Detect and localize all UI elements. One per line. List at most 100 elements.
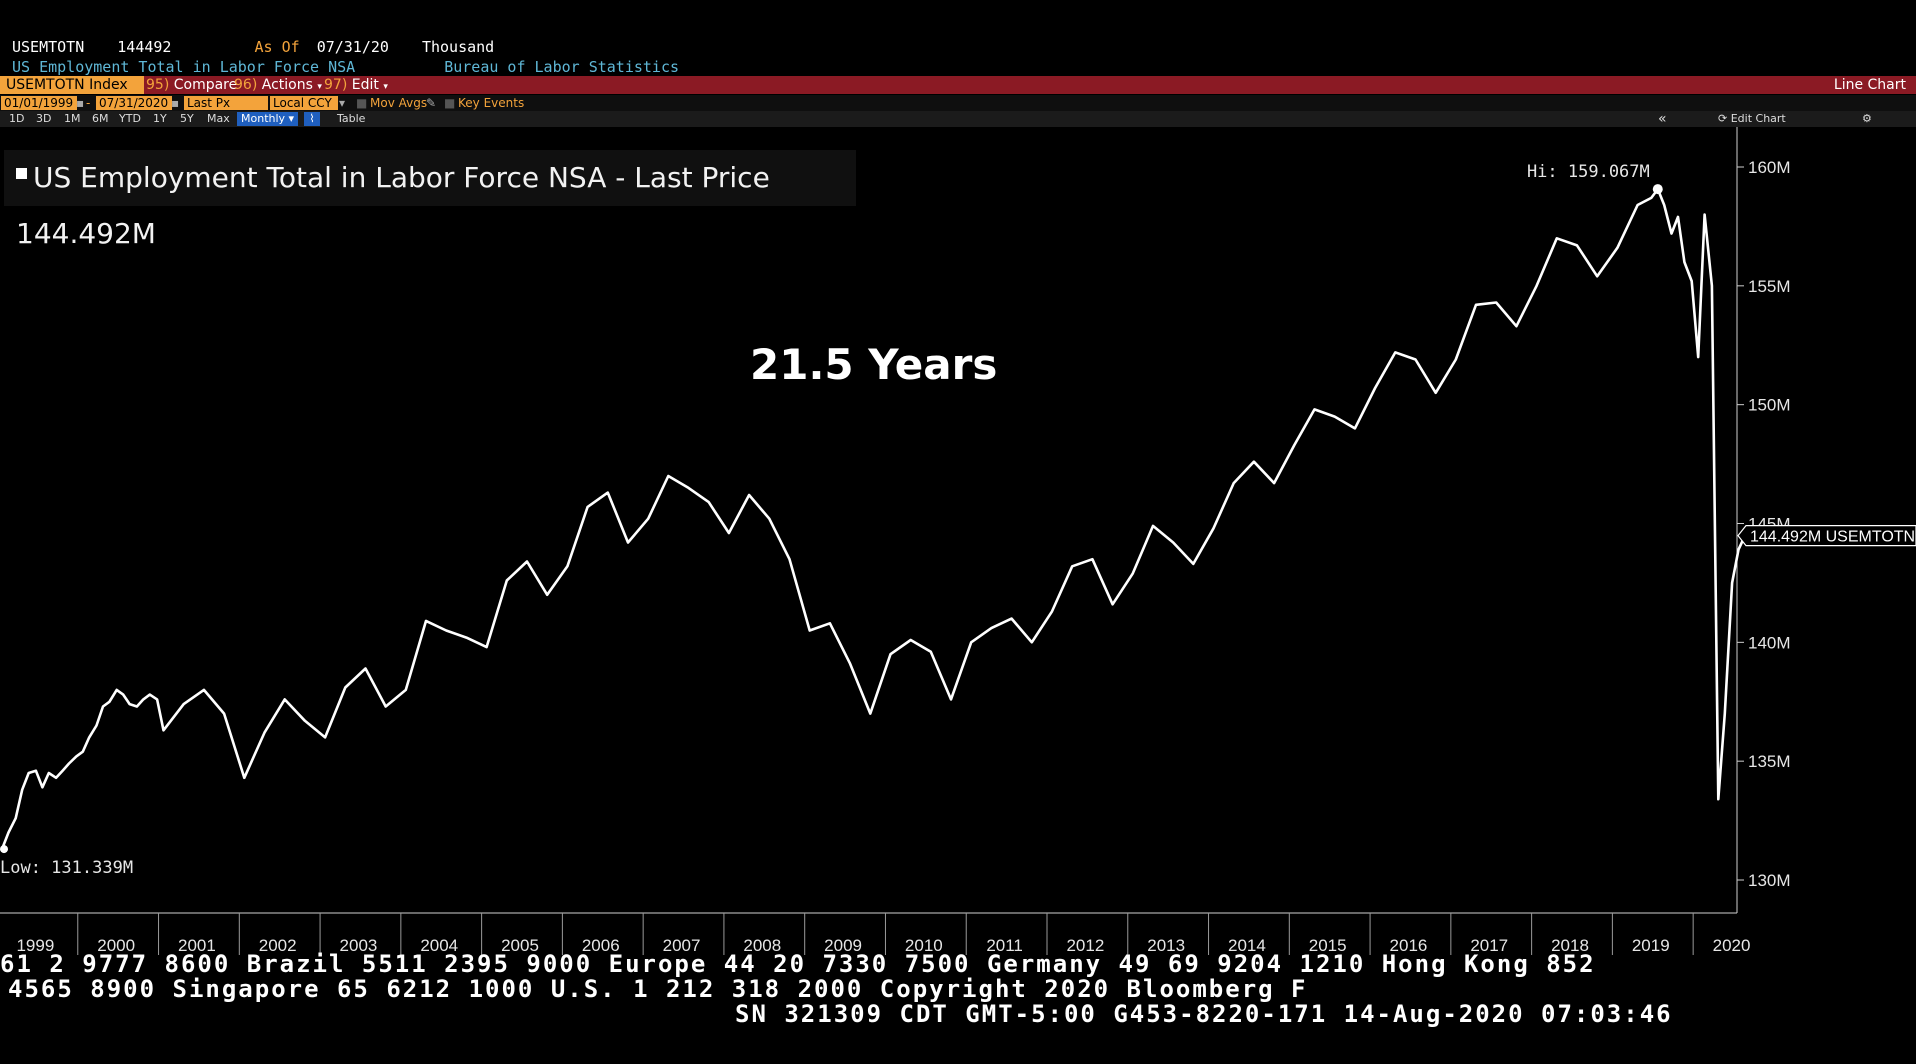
edit-chart-label: Edit Chart bbox=[1730, 112, 1786, 125]
x-axis: 1999 2000 2001 2002 2003 2004 2005 2006 2007 2008… bbox=[16, 913, 1750, 955]
edit-chart-button[interactable]: ⟳ Edit Chart bbox=[1718, 112, 1786, 126]
calendar-icon[interactable]: ▪ bbox=[171, 96, 180, 110]
data-source: Bureau of Labor Statistics bbox=[444, 58, 680, 76]
chevron-down-icon: ▾ bbox=[317, 82, 322, 92]
x-tick-label: 2012 bbox=[1066, 936, 1104, 955]
footer-line-2: 4565 8900 Singapore 65 6212 1000 U.S. 1 … bbox=[8, 975, 1308, 1003]
low-marker bbox=[0, 845, 8, 854]
checkbox-icon[interactable]: ■ bbox=[444, 96, 456, 110]
legend-value: 144.492M bbox=[16, 217, 156, 250]
view-name: Line Chart bbox=[1833, 77, 1906, 93]
x-tick-label: 2007 bbox=[663, 936, 701, 955]
refresh-icon: ⟳ bbox=[1718, 112, 1728, 125]
x-tick-label: 2008 bbox=[743, 936, 781, 955]
last-price-label: 144.492M USEMTOTN bbox=[1750, 529, 1915, 546]
footer-line-3: SN 321309 CDT GMT-5:00 G453-8220-171 14-… bbox=[735, 1000, 1673, 1028]
date-separator: - bbox=[86, 96, 91, 110]
edit-label: Edit bbox=[351, 77, 379, 93]
end-date-input[interactable]: 07/31/2020 bbox=[96, 96, 172, 110]
line-chart: 1999 2000 2001 2002 2003 2004 2005 2006 2007 2008… bbox=[0, 127, 1916, 955]
chart-type-icon[interactable]: ⌇ bbox=[304, 112, 320, 126]
y-tick-label: 150M bbox=[1748, 396, 1791, 415]
x-tick-label: 2017 bbox=[1470, 936, 1508, 955]
x-tick-label: 2003 bbox=[340, 936, 378, 955]
actions-button[interactable]: 96) Actions ▾ bbox=[234, 76, 322, 94]
x-tick-label: 2020 bbox=[1713, 936, 1751, 955]
frequency-label: Monthly bbox=[241, 112, 286, 125]
chart-annotation: 21.5 Years bbox=[750, 340, 998, 389]
security-field[interactable]: USEMTOTN Index bbox=[0, 76, 144, 94]
y-tick-label: 155M bbox=[1748, 277, 1791, 296]
actions-label: Actions bbox=[261, 77, 313, 93]
table-button[interactable]: Table bbox=[337, 112, 366, 125]
x-tick-label: 1999 bbox=[16, 936, 54, 955]
hi-label: Hi: 159.067M bbox=[1527, 162, 1650, 182]
x-tick-label: 2013 bbox=[1147, 936, 1185, 955]
y-tick-label: 135M bbox=[1748, 752, 1791, 771]
latest-value: 144492 bbox=[117, 38, 172, 56]
calendar-icon[interactable]: ▪ bbox=[76, 96, 85, 110]
compare-label: Compare bbox=[173, 77, 238, 93]
collapse-icon[interactable]: « bbox=[1658, 111, 1667, 127]
field-select[interactable]: Last Px bbox=[184, 96, 268, 110]
date-controls: 01/01/1999 ▪ - 07/31/2020 ▪ Last Px Loca… bbox=[0, 95, 1916, 111]
currency-select[interactable]: Local CCY bbox=[270, 96, 338, 110]
as-of-date: 07/31/20 bbox=[316, 38, 389, 56]
chart-legend: US Employment Total in Labor Force NSA -… bbox=[4, 150, 856, 250]
key-events-toggle[interactable]: Key Events bbox=[458, 96, 525, 110]
as-of-label: As Of bbox=[254, 38, 300, 56]
x-tick-label: 2014 bbox=[1228, 936, 1266, 955]
range-button[interactable]: 1Y bbox=[153, 112, 167, 125]
low-label: Low: 131.339M bbox=[0, 858, 133, 878]
range-button[interactable]: 5Y bbox=[180, 112, 194, 125]
x-tick-label: 2005 bbox=[501, 936, 539, 955]
x-tick-label: 2015 bbox=[1309, 936, 1347, 955]
y-tick-label: 140M bbox=[1748, 633, 1791, 652]
start-date-input[interactable]: 01/01/1999 bbox=[1, 96, 77, 110]
toolbar: USEMTOTN Index 95) Compare 96) Actions ▾… bbox=[0, 76, 1916, 94]
checkbox-icon[interactable]: ■ bbox=[356, 96, 368, 110]
edit-button[interactable]: 97) Edit ▾ bbox=[324, 76, 388, 94]
legend-text: US Employment Total in Labor Force NSA -… bbox=[33, 161, 770, 194]
y-tick-label: 160M bbox=[1748, 158, 1791, 177]
x-tick-label: 2000 bbox=[97, 936, 135, 955]
ticker-symbol: USEMTOTN bbox=[12, 38, 85, 56]
x-tick-label: 2016 bbox=[1390, 936, 1428, 955]
x-tick-label: 2009 bbox=[824, 936, 862, 955]
y-tick-label: 130M bbox=[1748, 871, 1791, 890]
x-tick-label: 2004 bbox=[420, 936, 458, 955]
mov-avgs-toggle[interactable]: Mov Avgs bbox=[370, 96, 428, 110]
compare-button[interactable]: 95) Compare bbox=[146, 76, 237, 94]
currency-dropdown-icon[interactable]: ▾ bbox=[339, 96, 346, 110]
range-button[interactable]: 1M bbox=[64, 112, 81, 125]
hi-marker bbox=[1652, 184, 1663, 195]
header-line-2: US Employment Total in Labor Force NSA B… bbox=[12, 58, 703, 76]
header-line-1: USEMTOTN 144492 As Of 07/31/20 Thousand bbox=[12, 38, 518, 56]
range-controls: 1D 3D 1M 6M YTD 1Y 5Y Max Monthly ▾ ⌇ Ta… bbox=[0, 111, 1916, 127]
range-button[interactable]: 6M bbox=[92, 112, 109, 125]
compare-number: 95) bbox=[146, 77, 170, 93]
frequency-select[interactable]: Monthly ▾ bbox=[237, 112, 299, 126]
actions-number: 96) bbox=[234, 77, 258, 93]
x-tick-label: 2019 bbox=[1632, 936, 1670, 955]
x-tick-label: 2010 bbox=[905, 936, 943, 955]
units-label: Thousand bbox=[421, 38, 495, 56]
edit-number: 97) bbox=[324, 77, 348, 93]
markers: Hi: 159.067M Low: 131.339M 144.492M USEMTO… bbox=[0, 162, 1916, 878]
x-tick-label: 2001 bbox=[178, 936, 216, 955]
x-tick-label: 2011 bbox=[986, 936, 1023, 955]
plot-frame bbox=[0, 127, 1738, 914]
chevron-down-icon: ▾ bbox=[383, 82, 388, 92]
footer-line-1: 61 2 9777 8600 Brazil 5511 2395 9000 Eur… bbox=[0, 950, 1596, 978]
range-button[interactable]: 3D bbox=[36, 112, 52, 125]
range-button[interactable]: YTD bbox=[119, 112, 141, 125]
gear-icon[interactable]: ⚙ bbox=[1862, 112, 1872, 125]
range-button[interactable]: 1D bbox=[9, 112, 25, 125]
range-button[interactable]: Max bbox=[207, 112, 230, 125]
x-tick-label: 2018 bbox=[1551, 936, 1589, 955]
series-line bbox=[0, 187, 1747, 850]
legend-swatch bbox=[16, 167, 27, 179]
pencil-icon[interactable]: ✎ bbox=[426, 96, 437, 110]
series-description: US Employment Total in Labor Force NSA bbox=[12, 58, 356, 76]
